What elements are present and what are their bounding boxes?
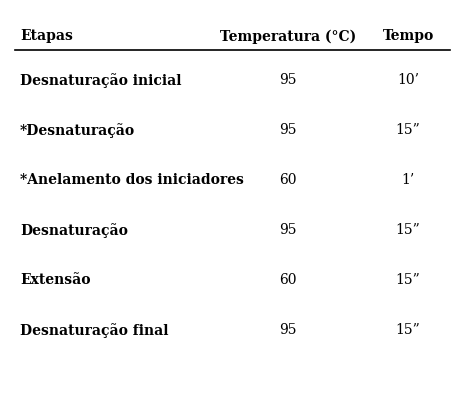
Text: 10’: 10’ (397, 73, 419, 87)
Text: 15”: 15” (396, 322, 420, 336)
Text: 95: 95 (279, 322, 297, 336)
Text: Temperatura (°C): Temperatura (°C) (220, 29, 356, 44)
Text: 60: 60 (279, 172, 297, 186)
Text: *Anelamento dos iniciadores: *Anelamento dos iniciadores (20, 172, 244, 186)
Text: Desnaturação: Desnaturação (20, 223, 128, 237)
Text: 1’: 1’ (401, 172, 415, 186)
Text: *Desnaturação: *Desnaturação (20, 123, 135, 138)
Text: Desnaturação final: Desnaturação final (20, 322, 168, 337)
Text: Tempo: Tempo (383, 29, 434, 43)
Text: 95: 95 (279, 123, 297, 137)
Text: 60: 60 (279, 272, 297, 286)
Text: 15”: 15” (396, 272, 420, 286)
Text: 95: 95 (279, 223, 297, 236)
Text: Extensão: Extensão (20, 272, 90, 286)
Text: Desnaturação inicial: Desnaturação inicial (20, 73, 181, 88)
Text: Etapas: Etapas (20, 29, 73, 43)
Text: 15”: 15” (396, 123, 420, 137)
Text: 95: 95 (279, 73, 297, 87)
Text: 15”: 15” (396, 223, 420, 236)
